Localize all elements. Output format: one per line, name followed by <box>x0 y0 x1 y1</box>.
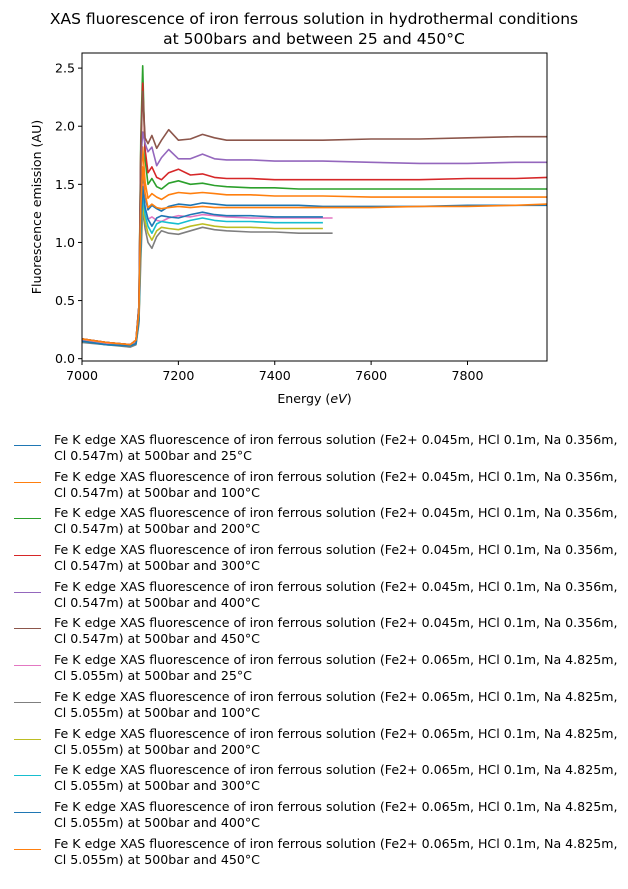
y-axis-label: Fluorescence emission (AU) <box>29 120 44 294</box>
legend-item: Fe K edge XAS fluorescence of iron ferro… <box>14 505 620 542</box>
series-line-9 <box>81 204 323 347</box>
series-line-2 <box>81 146 547 346</box>
legend-label: Fe K edge XAS fluorescence of iron ferro… <box>54 762 618 794</box>
legend-swatch <box>14 481 41 483</box>
x-tick-label: 7000 <box>66 368 98 383</box>
y-tick-label: 2.5 <box>55 61 75 76</box>
legend-item: Fe K edge XAS fluorescence of iron ferro… <box>14 799 620 836</box>
legend-swatch <box>14 518 41 520</box>
chart-legend: Fe K edge XAS fluorescence of iron ferro… <box>14 432 620 872</box>
legend-swatch <box>14 628 41 630</box>
y-axis: 0.0 0.5 1.0 1.5 2.0 2.5 <box>55 61 82 366</box>
legend-item: Fe K edge XAS fluorescence of iron ferro… <box>14 542 620 579</box>
legend-swatch <box>14 591 41 593</box>
x-axis: 7000 7200 7400 7600 7800 <box>66 361 484 383</box>
legend-label: Fe K edge XAS fluorescence of iron ferro… <box>54 725 618 757</box>
series-line-4 <box>81 82 548 346</box>
legend-label: Fe K edge XAS fluorescence of iron ferro… <box>54 615 618 647</box>
chart-title-line-1: XAS fluorescence of iron ferrous solutio… <box>50 10 578 28</box>
legend-label: Fe K edge XAS fluorescence of iron ferro… <box>54 468 618 500</box>
legend-item: Fe K edge XAS fluorescence of iron ferro… <box>14 469 620 506</box>
x-tick-label: 7600 <box>355 368 387 383</box>
legend-label: Fe K edge XAS fluorescence of iron ferro… <box>54 798 618 830</box>
legend-swatch <box>14 665 41 667</box>
legend-item: Fe K edge XAS fluorescence of iron ferro… <box>14 836 620 873</box>
legend-label: Fe K edge XAS fluorescence of iron ferro… <box>54 542 618 574</box>
legend-item: Fe K edge XAS fluorescence of iron ferro… <box>14 615 620 652</box>
x-axis-label: Energy (eV) <box>277 391 351 406</box>
y-tick-label: 2.0 <box>55 119 75 134</box>
legend-label: Fe K edge XAS fluorescence of iron ferro… <box>54 432 618 463</box>
y-tick-label: 0.0 <box>55 351 75 366</box>
legend-label: Fe K edge XAS fluorescence of iron ferro… <box>54 688 618 720</box>
legend-item: Fe K edge XAS fluorescence of iron ferro… <box>14 762 620 799</box>
legend-swatch <box>14 555 41 557</box>
legend-item: Fe K edge XAS fluorescence of iron ferro… <box>14 652 620 689</box>
series-line-7 <box>81 183 333 347</box>
legend-item: Fe K edge XAS fluorescence of iron ferro… <box>14 726 620 763</box>
legend-item: Fe K edge XAS fluorescence of iron ferro… <box>14 432 620 469</box>
x-tick-label: 7200 <box>162 368 194 383</box>
plot-frame <box>81 52 548 362</box>
series-line-12 <box>81 166 548 346</box>
series-line-11 <box>81 185 323 347</box>
x-tick-label: 7400 <box>259 368 291 383</box>
y-tick-label: 1.5 <box>55 177 75 192</box>
legend-label: Fe K edge XAS fluorescence of iron ferro… <box>54 578 618 610</box>
y-tick-label: 1.0 <box>55 235 75 250</box>
legend-swatch <box>14 848 41 850</box>
legend-swatch <box>14 738 41 740</box>
chart-title-line-2: at 500bars and between 25 and 450°C <box>163 30 465 48</box>
legend-swatch <box>14 701 41 703</box>
legend-swatch <box>14 445 41 446</box>
legend-swatch <box>14 811 41 813</box>
x-tick-label: 7800 <box>451 368 483 383</box>
legend-item: Fe K edge XAS fluorescence of iron ferro… <box>14 689 620 726</box>
legend-swatch <box>14 775 41 777</box>
line-chart: XAS fluorescence of iron ferrous solutio… <box>29 10 578 406</box>
series-layer <box>81 65 548 348</box>
series-line-8 <box>81 209 333 348</box>
legend-label: Fe K edge XAS fluorescence of iron ferro… <box>54 505 618 537</box>
legend-item: Fe K edge XAS fluorescence of iron ferro… <box>14 579 620 616</box>
legend-label: Fe K edge XAS fluorescence of iron ferro… <box>54 652 618 684</box>
y-tick-label: 0.5 <box>55 293 75 308</box>
legend-label: Fe K edge XAS fluorescence of iron ferro… <box>54 835 618 867</box>
